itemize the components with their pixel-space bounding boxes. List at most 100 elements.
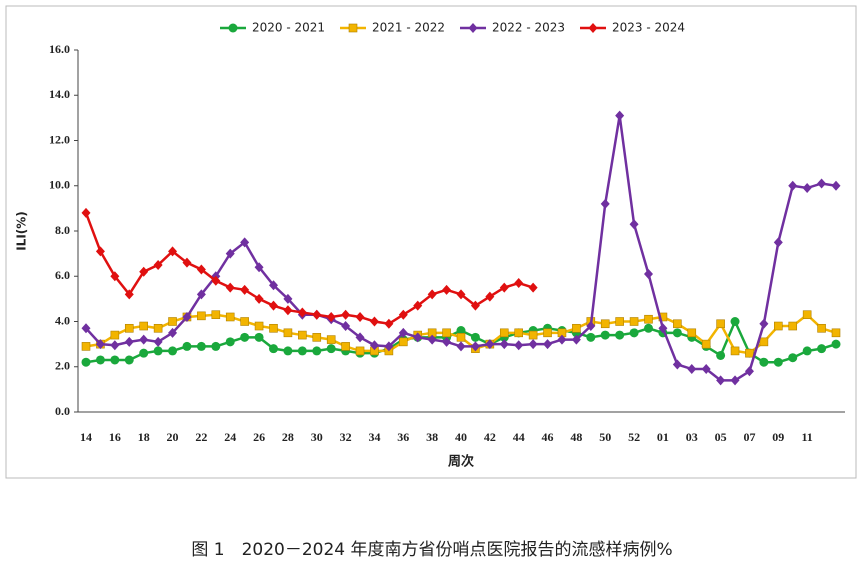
marker bbox=[788, 353, 798, 363]
marker bbox=[283, 346, 293, 356]
x-tick-label: 26 bbox=[253, 430, 265, 444]
x-tick-label: 07 bbox=[743, 430, 755, 444]
marker bbox=[124, 289, 134, 300]
marker bbox=[269, 323, 278, 333]
marker bbox=[600, 330, 610, 340]
marker bbox=[124, 355, 134, 365]
marker bbox=[211, 341, 221, 351]
marker bbox=[196, 289, 206, 300]
marker bbox=[456, 326, 466, 336]
marker bbox=[225, 248, 235, 259]
marker bbox=[600, 319, 610, 329]
marker bbox=[297, 346, 307, 356]
marker bbox=[629, 317, 639, 326]
marker bbox=[817, 323, 826, 333]
marker bbox=[225, 282, 235, 293]
marker bbox=[716, 375, 726, 386]
marker bbox=[269, 280, 278, 291]
marker bbox=[499, 328, 509, 338]
marker bbox=[572, 323, 581, 333]
marker bbox=[644, 268, 653, 279]
x-tick-label: 40 bbox=[455, 430, 467, 444]
x-tick-label: 28 bbox=[282, 430, 294, 444]
marker bbox=[788, 180, 798, 191]
x-tick-label: 38 bbox=[426, 430, 438, 444]
x-tick-label: 20 bbox=[167, 430, 179, 444]
x-tick-label: 50 bbox=[599, 430, 611, 444]
marker bbox=[95, 246, 105, 257]
marker bbox=[139, 321, 148, 331]
y-tick-label: 10.0 bbox=[49, 178, 70, 192]
marker bbox=[110, 340, 120, 351]
y-tick-label: 14.0 bbox=[49, 87, 70, 101]
marker bbox=[168, 317, 177, 326]
marker bbox=[225, 312, 235, 322]
caption: 图 1 2020－2024 年度南方省份哨点医院报告的流感样病例% bbox=[191, 540, 672, 560]
marker bbox=[153, 323, 163, 333]
marker bbox=[110, 355, 120, 365]
marker bbox=[470, 300, 480, 311]
x-tick-label: 30 bbox=[311, 430, 323, 444]
x-tick-label: 09 bbox=[772, 430, 784, 444]
marker bbox=[528, 330, 538, 340]
marker bbox=[543, 328, 552, 338]
marker bbox=[153, 259, 163, 270]
marker bbox=[139, 348, 149, 358]
marker bbox=[600, 198, 610, 209]
y-axis-label: ILI(%) bbox=[15, 211, 29, 251]
marker bbox=[254, 321, 264, 331]
marker bbox=[413, 332, 423, 343]
marker bbox=[788, 321, 798, 331]
marker bbox=[81, 342, 91, 351]
marker bbox=[701, 339, 711, 349]
marker bbox=[745, 348, 754, 358]
marker bbox=[615, 317, 624, 326]
legend-marker bbox=[588, 23, 598, 33]
marker bbox=[283, 293, 293, 304]
marker bbox=[528, 339, 538, 350]
marker bbox=[730, 346, 740, 356]
x-tick-label: 48 bbox=[570, 430, 582, 444]
marker bbox=[269, 344, 278, 354]
marker bbox=[139, 334, 149, 345]
marker bbox=[297, 307, 307, 318]
marker bbox=[399, 337, 408, 347]
marker bbox=[427, 289, 437, 300]
marker bbox=[730, 375, 740, 386]
marker bbox=[269, 300, 278, 311]
legend-marker bbox=[228, 23, 238, 33]
marker bbox=[341, 342, 350, 351]
marker bbox=[110, 271, 120, 282]
marker bbox=[384, 318, 394, 329]
x-tick-label: 03 bbox=[686, 430, 698, 444]
marker bbox=[384, 341, 394, 352]
marker bbox=[456, 333, 466, 342]
marker bbox=[124, 323, 134, 333]
marker bbox=[802, 346, 812, 356]
y-tick-label: 8.0 bbox=[55, 223, 70, 237]
y-tick-label: 4.0 bbox=[55, 313, 70, 327]
marker bbox=[254, 262, 264, 273]
marker bbox=[687, 328, 697, 338]
marker bbox=[442, 336, 452, 347]
marker bbox=[514, 340, 524, 351]
x-tick-label: 01 bbox=[657, 430, 669, 444]
marker bbox=[254, 293, 264, 304]
marker bbox=[254, 332, 264, 342]
y-tick-label: 12.0 bbox=[49, 132, 70, 146]
x-tick-label: 18 bbox=[138, 430, 150, 444]
marker bbox=[543, 339, 553, 350]
marker bbox=[586, 332, 596, 342]
marker bbox=[773, 237, 783, 248]
marker bbox=[730, 317, 740, 326]
y-tick-label: 2.0 bbox=[55, 359, 70, 373]
marker bbox=[81, 207, 91, 218]
marker bbox=[499, 282, 509, 293]
marker bbox=[168, 327, 178, 338]
x-tick-label: 44 bbox=[513, 430, 525, 444]
marker bbox=[485, 291, 495, 302]
x-tick-label: 22 bbox=[195, 430, 207, 444]
marker bbox=[240, 332, 250, 342]
